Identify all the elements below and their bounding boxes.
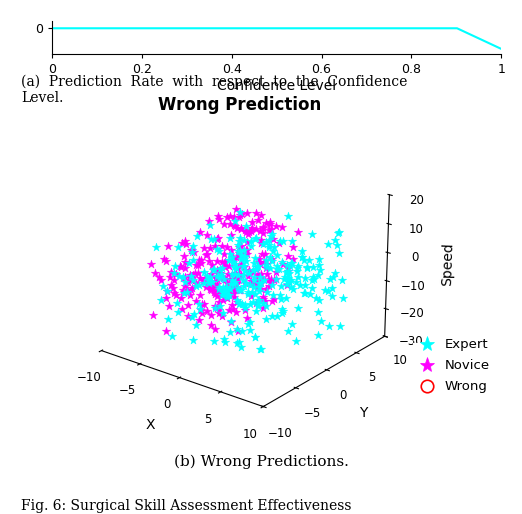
- Text: Fig. 6: Surgical Skill Assessment Effectiveness: Fig. 6: Surgical Skill Assessment Effect…: [21, 499, 351, 512]
- Text: (a)  Prediction  Rate  with  respect  to  the  Confidence
Level.: (a) Prediction Rate with respect to the …: [21, 75, 407, 105]
- Y-axis label: Y: Y: [359, 406, 367, 420]
- X-axis label: Confidence Level: Confidence Level: [217, 79, 336, 93]
- Text: (b) Wrong Predictions.: (b) Wrong Predictions.: [173, 455, 349, 469]
- X-axis label: X: X: [146, 418, 155, 432]
- Title: Wrong Prediction: Wrong Prediction: [159, 96, 322, 114]
- Legend: Expert, Novice, Wrong: Expert, Novice, Wrong: [409, 333, 495, 398]
